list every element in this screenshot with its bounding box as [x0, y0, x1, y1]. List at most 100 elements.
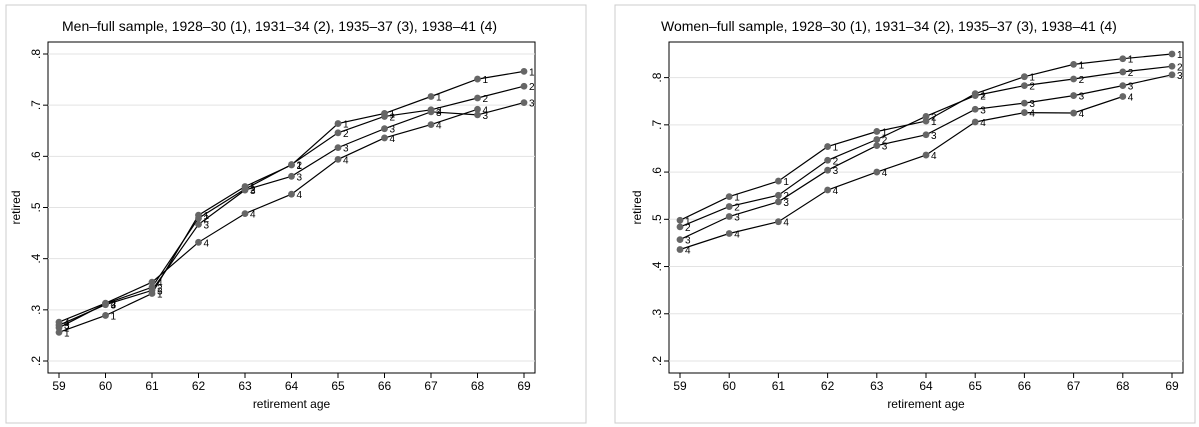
marker-label-1: 1 — [483, 75, 489, 86]
chart-women: Women–full sample, 1928–30 (1), 1931–34 … — [614, 4, 1196, 424]
data-point-4 — [474, 105, 481, 113]
data-point-3 — [676, 236, 684, 244]
marker-label-3: 3 — [931, 131, 937, 142]
y-tick-label: .6 — [650, 167, 664, 177]
marker-label-3: 3 — [734, 212, 740, 223]
marker-label-1: 1 — [1177, 50, 1183, 61]
marker-label-4: 4 — [833, 186, 839, 197]
data-point-1 — [474, 75, 481, 83]
marker-label-4: 4 — [297, 190, 303, 201]
y-tick-label: .5 — [650, 214, 664, 224]
marker-label-1: 1 — [1079, 60, 1085, 71]
marker-label-2: 2 — [1128, 68, 1134, 79]
data-point-2 — [520, 82, 528, 90]
data-point-3 — [1119, 82, 1127, 90]
marker-label-3: 3 — [529, 99, 535, 110]
marker-label-3: 3 — [157, 286, 163, 297]
marker-label-4: 4 — [343, 155, 349, 166]
marker-label-2: 2 — [436, 106, 442, 117]
y-tick-label: .2 — [29, 356, 43, 366]
data-point-1 — [1021, 73, 1028, 81]
data-point-3 — [1070, 92, 1077, 99]
marker-label-2: 2 — [343, 129, 349, 140]
data-point-3 — [195, 220, 202, 228]
data-point-3 — [520, 99, 528, 107]
y-tick-label: .4 — [29, 253, 43, 263]
data-point-3 — [381, 125, 388, 133]
data-point-4 — [676, 246, 684, 253]
x-tick-label: 69 — [1165, 379, 1179, 393]
x-tick-label: 65 — [331, 379, 345, 393]
marker-label-2: 2 — [204, 214, 210, 225]
series-line-4 — [679, 95, 1123, 251]
marker-label-4: 4 — [250, 210, 256, 221]
marker-label-4: 4 — [390, 134, 396, 145]
data-point-4 — [148, 278, 156, 286]
marker-label-3: 3 — [1177, 71, 1183, 82]
y-axis-label: retired — [9, 190, 23, 224]
data-point-4 — [334, 156, 342, 163]
data-point-1 — [922, 117, 930, 125]
marker-label-3: 3 — [833, 166, 839, 177]
marker-label-2: 2 — [250, 185, 256, 196]
data-point-4 — [427, 121, 435, 129]
data-point-4 — [1119, 93, 1127, 100]
x-tick-label: 59 — [52, 379, 66, 393]
marker-label-3: 3 — [980, 105, 986, 116]
marker-label-2: 2 — [1029, 82, 1035, 93]
data-point-4 — [922, 151, 930, 159]
marker-label-1: 1 — [1029, 73, 1035, 84]
data-point-1 — [427, 93, 435, 100]
marker-label-4: 4 — [1029, 109, 1035, 120]
data-point-2 — [971, 92, 979, 99]
data-point-2 — [775, 191, 782, 199]
data-point-1 — [824, 143, 831, 150]
marker-label-3: 3 — [882, 142, 888, 153]
marker-label-3: 3 — [1079, 92, 1085, 103]
marker-label-3: 3 — [1128, 82, 1134, 93]
data-point-3 — [725, 213, 733, 220]
marker-label-4: 4 — [734, 229, 740, 240]
marker-label-1: 1 — [436, 92, 442, 103]
marker-label-1: 1 — [833, 143, 839, 154]
data-point-2 — [824, 156, 831, 164]
marker-label-2: 2 — [1177, 62, 1183, 73]
x-tick-label: 63 — [870, 379, 884, 393]
marker-label-1: 1 — [529, 67, 535, 78]
marker-label-1: 1 — [931, 117, 937, 128]
data-point-1 — [775, 177, 782, 185]
marker-label-4: 4 — [64, 318, 70, 329]
x-tick-label: 60 — [723, 379, 737, 393]
data-point-3 — [474, 111, 481, 119]
marker-label-3: 3 — [390, 125, 396, 136]
y-tick-label: .7 — [29, 100, 43, 110]
marker-label-1: 1 — [343, 120, 349, 131]
data-point-2 — [381, 113, 388, 120]
y-tick-label: .3 — [650, 308, 664, 318]
marker-label-2: 2 — [783, 191, 789, 202]
x-tick-label: 60 — [99, 379, 113, 393]
y-tick-label: .5 — [29, 202, 43, 212]
x-tick-label: 62 — [192, 379, 206, 393]
marker-label-2: 2 — [1079, 75, 1085, 86]
data-point-3 — [427, 108, 435, 116]
data-point-2 — [474, 94, 481, 102]
y-tick-label: .2 — [650, 356, 664, 366]
data-point-4 — [102, 299, 109, 307]
marker-label-2: 2 — [734, 203, 740, 214]
marker-label-2: 2 — [297, 161, 303, 172]
data-point-4 — [1021, 109, 1028, 116]
data-point-1 — [334, 120, 342, 127]
data-point-1 — [1070, 60, 1077, 68]
data-point-1 — [725, 193, 733, 201]
marker-label-1: 1 — [250, 183, 256, 194]
marker-label-2: 2 — [157, 283, 163, 294]
marker-label-2: 2 — [833, 156, 839, 167]
marker-label-2: 2 — [483, 94, 489, 105]
data-point-1 — [102, 312, 109, 319]
marker-label-3: 3 — [343, 144, 349, 155]
marker-label-2: 2 — [685, 223, 691, 234]
x-tick-label: 69 — [517, 379, 531, 393]
marker-label-3: 3 — [1029, 99, 1035, 110]
data-point-4 — [1070, 109, 1077, 117]
